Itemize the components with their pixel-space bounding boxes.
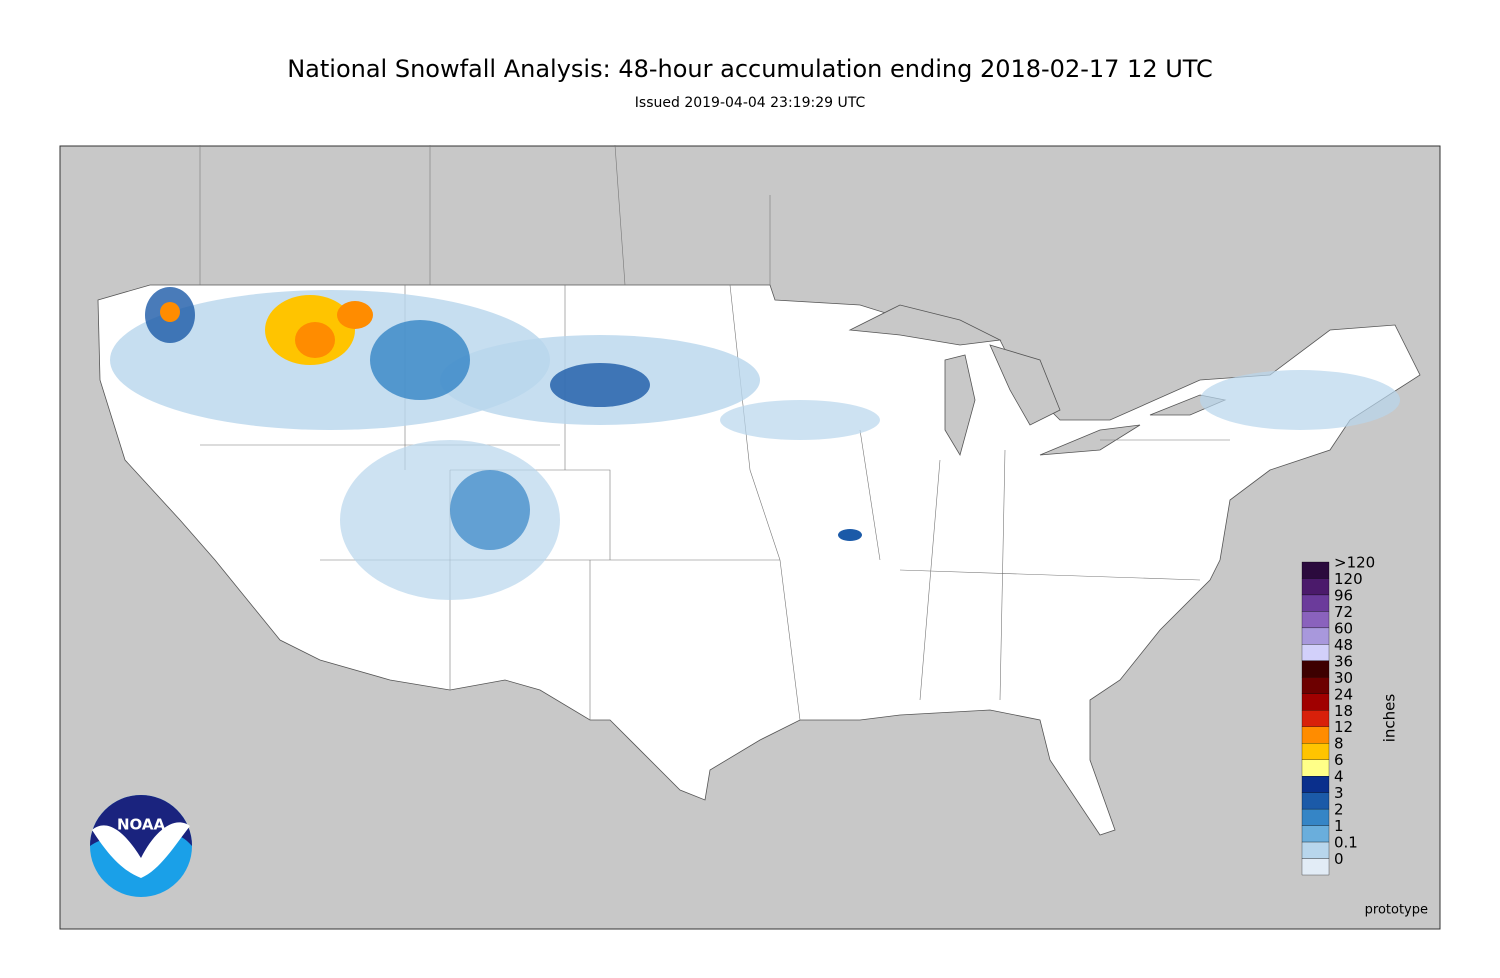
legend-swatch (1301, 792, 1330, 810)
subtitle: Issued 2019-04-04 23:19:29 UTC (635, 95, 866, 111)
legend-swatch (1301, 841, 1330, 859)
legend-swatch (1301, 578, 1330, 596)
legend-swatch (1301, 858, 1330, 876)
legend-label: 6 (1334, 751, 1344, 769)
legend-swatch (1301, 776, 1330, 793)
legend-label: 120 (1334, 570, 1363, 588)
legend-swatch (1301, 825, 1330, 843)
legend-swatch (1301, 710, 1330, 727)
legend-swatch (1301, 677, 1330, 694)
legend-label: 1 (1334, 817, 1344, 835)
legend-swatch (1301, 627, 1330, 645)
legend-label: 3 (1334, 784, 1344, 802)
legend-unit: inches (1381, 694, 1399, 743)
legend-label: 96 (1334, 586, 1353, 604)
legend-label: >120 (1334, 554, 1375, 572)
legend-label: 72 (1334, 603, 1353, 621)
legend-swatch (1301, 726, 1330, 744)
legend-label: 60 (1334, 619, 1353, 637)
legend-swatch (1301, 561, 1330, 579)
legend-swatch (1301, 660, 1330, 678)
noaa-logo: NOAA (90, 795, 192, 897)
legend-label: 36 (1334, 652, 1353, 670)
legend-swatch (1301, 759, 1330, 777)
legend-label: 4 (1334, 768, 1344, 786)
snow-areas (110, 287, 1400, 600)
legend-label: 0 (1334, 850, 1344, 868)
great-lakes (848, 304, 1227, 457)
legend-label: 12 (1334, 718, 1353, 736)
legend-label: 30 (1334, 669, 1353, 687)
legend-label: 8 (1334, 735, 1344, 753)
legend-swatch (1301, 743, 1330, 760)
legend-label: 0.1 (1334, 834, 1358, 852)
legend-label: 2 (1334, 801, 1344, 819)
map (59, 144, 1441, 930)
legend-swatch (1301, 644, 1330, 661)
logo-text: NOAA (117, 816, 166, 834)
legend-label: 24 (1334, 685, 1353, 703)
title: National Snowfall Analysis: 48-hour accu… (287, 55, 1213, 83)
legend-label: 48 (1334, 636, 1353, 654)
legend-swatch (1301, 693, 1330, 711)
legend-swatch (1301, 611, 1330, 629)
footer-note: prototype (1365, 903, 1428, 918)
legend-swatch (1301, 594, 1330, 612)
legend-label: 18 (1334, 702, 1353, 720)
legend-swatch (1301, 808, 1330, 826)
